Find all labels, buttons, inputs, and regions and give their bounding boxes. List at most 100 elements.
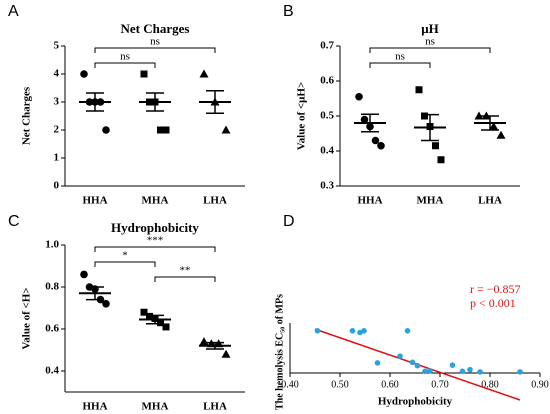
- data-point: [474, 111, 484, 120]
- data-point: [404, 328, 411, 334]
- data-point: [421, 112, 428, 120]
- chart-title: Net Charges: [121, 21, 190, 36]
- y-tick-label: 3: [54, 96, 60, 108]
- significance-label: *: [122, 250, 128, 262]
- significance-label: ns: [150, 36, 160, 48]
- significance-bracket: [369, 62, 431, 68]
- data-point: [432, 142, 439, 150]
- significance-label: ns: [395, 51, 405, 63]
- y-tick-label: 0.6: [45, 323, 59, 335]
- x-axis-label: Hydrophobicity: [378, 396, 453, 408]
- data-point: [140, 308, 148, 316]
- data-point: [422, 368, 428, 375]
- significance-bracket: [94, 261, 156, 267]
- y-tick-label: 0.8: [45, 281, 59, 293]
- data-point: [397, 353, 403, 359]
- data-point: [467, 366, 473, 373]
- data-point: [102, 126, 110, 134]
- y-tick-label: 0.3: [320, 180, 334, 192]
- data-point: [140, 70, 148, 78]
- data-point: [459, 368, 466, 375]
- x-tick-label: MHA: [142, 401, 169, 413]
- error-bar: [86, 92, 104, 112]
- data-point: [102, 300, 110, 308]
- data-point: [360, 115, 369, 124]
- x-tick-label: MHA: [142, 195, 169, 207]
- significance-bracket: [94, 246, 216, 252]
- error-bar: [481, 115, 499, 131]
- x-tick-label: HHA: [357, 195, 382, 207]
- y-axis-label: The hemolysis EC₅₀ of MPs: [274, 294, 285, 410]
- data-point: [221, 349, 231, 358]
- data-point: [355, 92, 363, 101]
- data-point: [162, 323, 170, 331]
- chart-title: Hydrophobicity: [111, 220, 199, 235]
- y-tick-label: 1.0: [45, 239, 59, 251]
- y-tick-label: 0.4: [45, 365, 59, 377]
- y-tick-label: 4: [54, 68, 60, 80]
- y-tick-label: 0.4: [320, 145, 334, 157]
- data-point: [427, 367, 433, 374]
- y-tick-label: 0: [54, 180, 60, 192]
- data-point: [409, 359, 416, 366]
- y-axis-label: Value of <μH>: [296, 82, 308, 150]
- significance-label: ns: [425, 36, 435, 48]
- x-tick-label: LHA: [203, 401, 227, 413]
- x-tick-label: LHA: [478, 195, 502, 207]
- error-bar: [146, 92, 164, 112]
- data-point: [517, 369, 523, 375]
- data-point: [314, 328, 321, 334]
- y-tick-label: 5: [54, 40, 60, 52]
- error-bar: [361, 113, 379, 133]
- data-point: [80, 70, 88, 78]
- data-point: [162, 126, 170, 134]
- y-axis-label: Value of <H>: [21, 287, 33, 349]
- data-point: [146, 312, 153, 320]
- error-bar: [421, 113, 439, 142]
- annotation: p < 0.001: [470, 296, 516, 310]
- chart-title: μH: [421, 21, 438, 36]
- x-tick-label: 0.40: [281, 379, 299, 390]
- data-point: [80, 270, 88, 279]
- significance-label: **: [180, 265, 191, 277]
- error-bar: [206, 341, 224, 350]
- y-tick-label: 0.6: [320, 75, 334, 87]
- y-tick-label: 0.5: [320, 110, 334, 122]
- x-tick-label: 0.90: [531, 379, 549, 390]
- annotation: r = −0.857: [470, 282, 521, 296]
- y-tick-label: 2: [54, 124, 60, 136]
- x-tick-label: 0.70: [431, 379, 449, 390]
- data-point: [221, 125, 231, 134]
- y-tick-label: 1: [54, 152, 60, 164]
- y-tick-label: 0.7: [320, 40, 334, 52]
- data-point: [157, 126, 164, 134]
- x-tick-label: 0.80: [481, 379, 499, 390]
- data-point: [371, 136, 380, 145]
- error-bar: [206, 90, 224, 114]
- y-axis-label: Net Charges: [21, 86, 33, 145]
- data-point: [415, 86, 423, 94]
- x-tick-label: 0.60: [381, 379, 399, 390]
- error-bar: [86, 286, 104, 301]
- panel-label: A: [8, 3, 19, 20]
- x-tick-label: HHA: [82, 401, 107, 413]
- panel-label: D: [283, 213, 295, 230]
- x-tick-label: 0.50: [331, 379, 349, 390]
- data-point: [489, 122, 499, 130]
- data-point: [496, 130, 506, 139]
- significance-bracket: [154, 276, 216, 282]
- data-point: [414, 362, 421, 369]
- significance-label: ns: [120, 51, 130, 63]
- data-point: [477, 369, 483, 375]
- data-point: [199, 69, 209, 78]
- significance-bracket: [94, 62, 156, 68]
- data-point: [437, 156, 445, 164]
- data-point: [449, 362, 456, 368]
- panel-label: C: [8, 213, 20, 230]
- x-tick-label: MHA: [417, 195, 444, 207]
- data-point: [349, 328, 356, 334]
- significance-bracket: [94, 47, 216, 53]
- data-point: [361, 328, 367, 334]
- panel-label: B: [283, 3, 294, 20]
